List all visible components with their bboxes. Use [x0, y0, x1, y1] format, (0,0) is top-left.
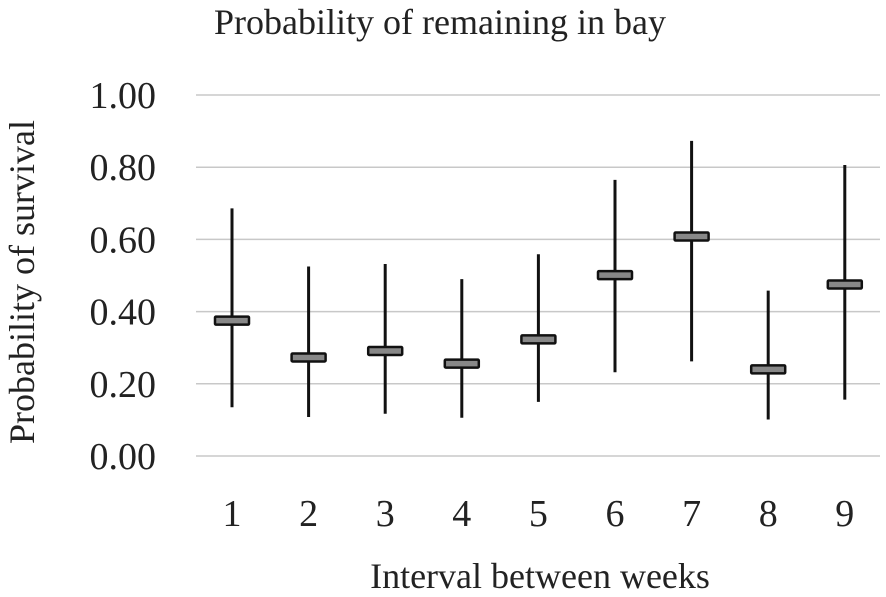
y-tick-label: 0.60 [90, 219, 157, 261]
point-estimate-marker [213, 315, 251, 326]
x-tick-label: 9 [835, 493, 854, 535]
point-estimate-marker [826, 279, 864, 290]
y-tick-label: 0.80 [90, 147, 157, 189]
y-tick-label: 1.00 [90, 75, 157, 117]
point-estimate-marker [749, 364, 787, 375]
point-estimate-marker [520, 334, 557, 345]
y-tick-labels: 0.00 0.20 0.40 0.60 0.80 1.00 [90, 75, 157, 478]
x-axis-label: Interval between weeks [370, 556, 710, 596]
x-tick-label: 5 [529, 493, 548, 535]
x-tick-label: 1 [223, 493, 242, 535]
x-tick-label: 4 [452, 493, 471, 535]
point-estimate-marker [596, 269, 634, 281]
x-tick-label: 6 [606, 493, 625, 535]
x-tick-label: 3 [376, 493, 395, 535]
point-estimate-marker [366, 345, 404, 357]
y-tick-label: 0.20 [90, 364, 157, 406]
x-tick-labels: 1 2 3 4 5 6 7 8 9 [223, 493, 855, 535]
x-tick-label: 7 [682, 493, 701, 535]
point-estimate-marker [290, 352, 327, 363]
data-marks [213, 140, 864, 420]
y-tick-label: 0.00 [90, 436, 157, 478]
y-tick-label: 0.40 [90, 292, 157, 334]
chart-title: Probability of remaining in bay [214, 2, 666, 42]
point-estimate-marker [443, 358, 481, 369]
x-tick-label: 2 [299, 493, 318, 535]
x-tick-label: 8 [759, 493, 778, 535]
y-axis-label: Probability of survival [2, 120, 42, 444]
point-estimate-marker [673, 231, 710, 242]
